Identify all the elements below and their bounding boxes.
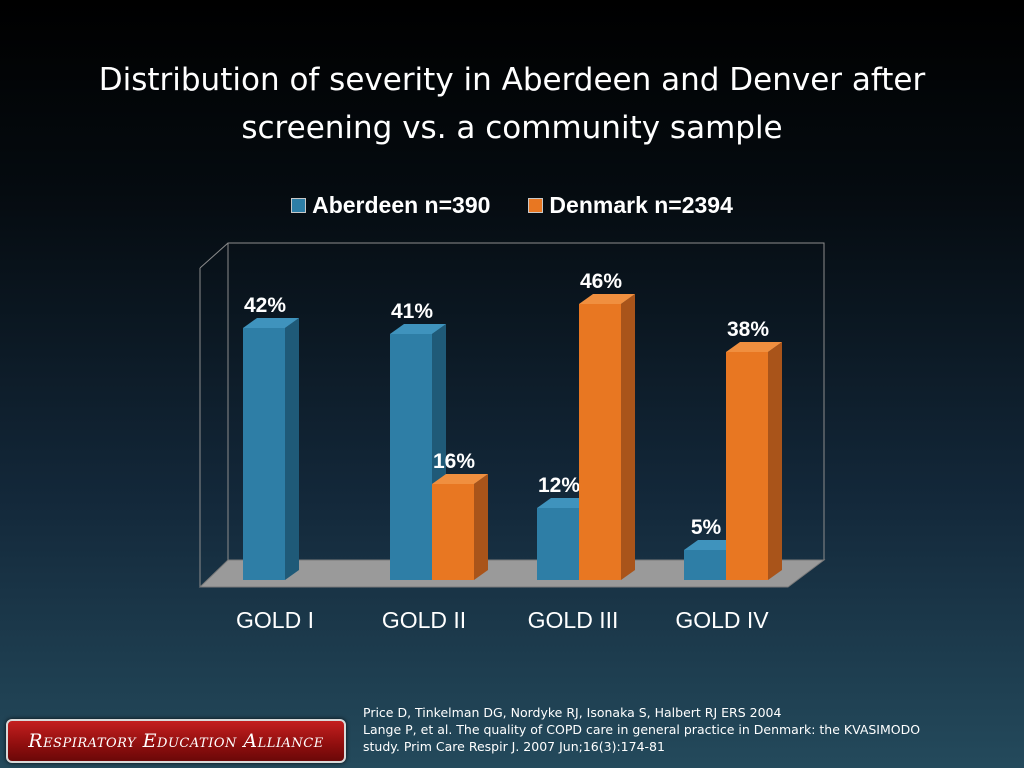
bar-side-1-1: [474, 474, 488, 580]
legend-swatch-denmark: [528, 198, 544, 213]
respiratory-education-alliance-logo: Respiratory Education Alliance: [6, 719, 346, 763]
x-tick-label-0: GOLD I: [236, 607, 314, 633]
data-label-1-1: 16%: [433, 450, 475, 473]
bar-top-1-3: [726, 342, 782, 352]
data-label-0-0: 42%: [244, 294, 286, 317]
data-label-0-2: 12%: [538, 474, 580, 497]
slide-title-line1: Distribution of severity in Aberdeen and…: [98, 62, 926, 98]
citation-line-2: Lange P, et al. The quality of COPD care…: [363, 722, 921, 737]
slide-title-line2: screening vs. a community sample: [241, 110, 783, 146]
bar-top-1-2: [579, 294, 635, 304]
data-label-1-3: 38%: [727, 318, 769, 341]
chart-back-wall: [199, 242, 825, 560]
logo-text: Respiratory Education Alliance: [28, 730, 324, 752]
data-label-0-1: 41%: [391, 300, 433, 323]
data-label-0-3: 5%: [691, 516, 722, 539]
data-label-1-2: 46%: [580, 270, 622, 293]
bar-top-1-1: [432, 474, 488, 484]
bar-side-0-0: [285, 318, 299, 580]
legend-item-denmark: Denmark n=2394: [528, 192, 733, 219]
chart-legend: Aberdeen n=390 Denmark n=2394: [0, 192, 1024, 219]
bar-side-1-2: [621, 294, 635, 580]
bar-0-3: [684, 550, 726, 580]
x-tick-label-1: GOLD II: [382, 607, 466, 633]
legend-swatch-aberdeen: [291, 198, 307, 213]
bar-top-0-1: [390, 324, 446, 334]
bar-0-1: [390, 334, 432, 580]
citation: Price D, Tinkelman DG, Nordyke RJ, Isona…: [363, 704, 1003, 755]
citation-line-3: study. Prim Care Respir J. 2007 Jun;16(3…: [363, 739, 665, 754]
bar-0-2: [537, 508, 579, 580]
bar-side-1-3: [768, 342, 782, 580]
bar-0-0: [243, 328, 285, 580]
bar-top-0-0: [243, 318, 299, 328]
bar-1-1: [432, 484, 474, 580]
bar-1-3: [726, 352, 768, 580]
legend-label-denmark: Denmark n=2394: [549, 192, 733, 218]
x-tick-label-2: GOLD III: [528, 607, 619, 633]
x-tick-label-3: GOLD IV: [675, 607, 769, 633]
legend-item-aberdeen: Aberdeen n=390: [291, 192, 490, 219]
legend-label-aberdeen: Aberdeen n=390: [312, 192, 491, 218]
chart-floor: [198, 559, 826, 588]
slide-title: Distribution of severity in Aberdeen and…: [40, 56, 984, 152]
bar-1-2: [579, 304, 621, 580]
citation-line-1: Price D, Tinkelman DG, Nordyke RJ, Isona…: [363, 705, 782, 720]
